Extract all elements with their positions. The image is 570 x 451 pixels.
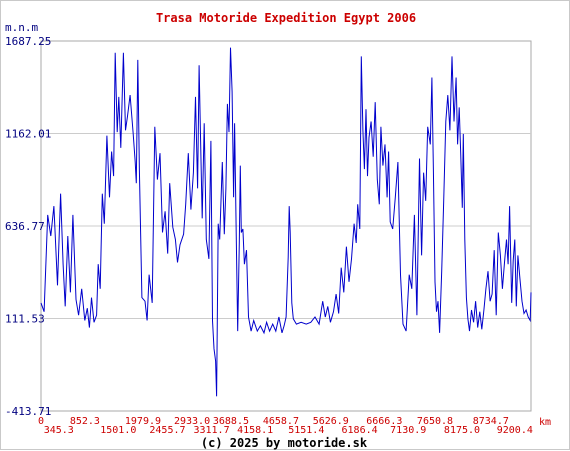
y-tick-label: -413.71 (5, 405, 51, 418)
elevation-series-line (40, 47, 532, 397)
x-tick-label-upper: 7650.8 (417, 416, 453, 427)
x-tick-label-upper: 0 (38, 416, 44, 427)
x-tick-label-upper: 3688.5 (213, 416, 249, 427)
x-tick-label-lower: 3311.7 (193, 425, 229, 436)
y-tick-label: 1687.25 (5, 35, 51, 48)
x-tick-label-upper: 4658.7 (263, 416, 299, 427)
x-tick-label-lower: 1501.0 (100, 425, 136, 436)
y-tick-label: 636.77 (5, 220, 45, 233)
x-axis-unit-label: km (539, 417, 551, 428)
x-tick-label-upper: 852.3 (70, 416, 100, 427)
x-tick-label-upper: 5626.9 (313, 416, 349, 427)
x-tick-label-lower: 2455.7 (149, 425, 185, 436)
y-axis-unit-label: m.n.m (5, 21, 38, 34)
chart-title: Trasa Motoride Expedition Egypt 2006 (156, 11, 416, 25)
x-tick-label-lower: 6186.4 (342, 425, 378, 436)
x-tick-label-lower: 8175.0 (444, 425, 480, 436)
copyright-footer: (c) 2025 by motoride.sk (201, 436, 368, 450)
x-tick-label-upper: 6666.3 (366, 416, 402, 427)
x-tick-label-lower: 5151.4 (288, 425, 324, 436)
x-tick-label-lower: 345.3 (44, 425, 74, 436)
x-tick-label-lower: 7130.9 (390, 425, 426, 436)
x-tick-label-upper: 2933.0 (174, 416, 210, 427)
x-tick-label-upper: 1979.9 (125, 416, 161, 427)
x-tick-label-lower: 9200.4 (497, 425, 533, 436)
y-tick-label: 111.53 (5, 313, 45, 326)
x-tick-label-upper: 8734.7 (473, 416, 509, 427)
x-tick-labels: 0 852.3 1979.9 2933.0 3688.5 4658.7 5626.9 6666… (38, 416, 533, 436)
x-tick-label-lower: 4158.1 (237, 425, 273, 436)
y-tick-labels: 1687.25 1162.01 636.77 111.53 -413.71 (5, 35, 51, 418)
y-tick-label: 1162.01 (5, 128, 51, 141)
